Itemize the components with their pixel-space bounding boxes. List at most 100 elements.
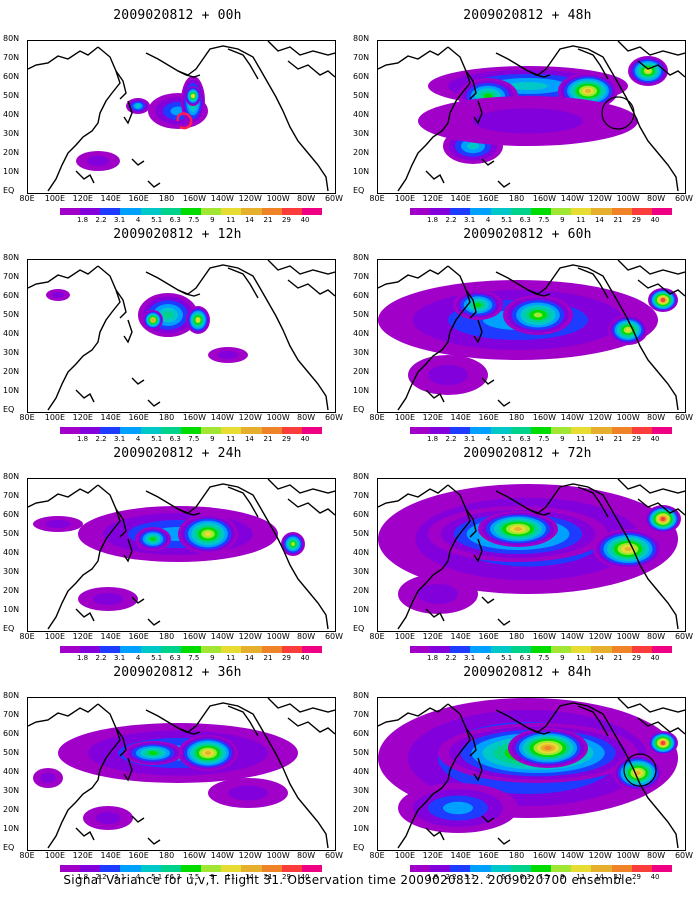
longitude-tick-label: 120E	[422, 413, 443, 422]
latitude-axis: 80N 70N 60N 50N 40N 30N 20N 10N EQ	[3, 253, 27, 417]
variance-map	[377, 697, 686, 851]
colorbar-swatch	[201, 865, 222, 872]
latitude-tick-label: 80N	[353, 472, 370, 481]
coastline	[123, 100, 133, 125]
target-circle	[623, 753, 657, 787]
colorbar-label: 5.1	[501, 435, 513, 443]
longitude-tick-label: 60W	[674, 413, 694, 422]
variance-shading	[378, 698, 678, 833]
colorbar-swatch	[470, 208, 492, 215]
colorbar: 1.8 2.2 3.1 4 5.1 6.3 7.5 9 11 14 21 29 40	[60, 865, 323, 882]
longitude-tick-label: 80W	[297, 413, 316, 422]
colorbar-label: 2.2	[95, 873, 107, 881]
longitude-tick-label: 80E	[19, 194, 35, 203]
colorbar-swatch	[651, 208, 673, 215]
latitude-tick-label: 70N	[3, 710, 20, 719]
longitude-tick-label: 120E	[72, 413, 93, 422]
longitude-tick-label: 160W	[182, 632, 207, 641]
coastline	[287, 717, 335, 735]
colorbar-swatch	[430, 427, 451, 434]
colorbar-label: 40	[650, 435, 660, 443]
longitude-tick-label: 160E	[478, 632, 499, 641]
colorbar-label: 2.2	[445, 435, 457, 443]
variance-contour	[93, 593, 123, 605]
variance-contour	[645, 69, 651, 73]
latitude-tick-label: 40N	[353, 767, 370, 776]
variance-contour	[228, 785, 268, 801]
coastline	[28, 484, 99, 508]
coastlines	[28, 41, 335, 192]
colorbar-label: 3.1	[464, 216, 476, 224]
longitude-tick-label: 100E	[44, 194, 66, 203]
coastline	[75, 389, 95, 403]
coastline	[75, 170, 95, 184]
colorbar: 1.8 2.2 3.1 4 5.1 6.3 7.5 9 11 14 21 29 40	[410, 646, 673, 663]
colorbar-swatch	[241, 646, 263, 653]
variance-contour	[544, 746, 552, 750]
longitude-tick-label: 160E	[128, 632, 149, 641]
coastline	[637, 279, 685, 297]
colorbar-label: 14	[244, 654, 254, 662]
coastline	[227, 486, 259, 518]
colorbar-label: 40	[300, 654, 310, 662]
latitude-tick-label: 20N	[353, 805, 370, 814]
latitude-tick-label: 60N	[353, 72, 370, 81]
longitude-tick-label: 80W	[297, 632, 316, 641]
longitude-tick-label: 140W	[210, 194, 234, 203]
variance-contour	[95, 812, 121, 824]
longitude-tick-label: 100W	[266, 413, 290, 422]
latitude-tick-label: 60N	[353, 510, 370, 519]
colorbar-swatch	[651, 427, 673, 434]
longitude-tick-label: 140W	[210, 413, 234, 422]
colorbar-swatch	[430, 646, 451, 653]
colorbar-label: 11	[576, 873, 586, 881]
variance-contour	[661, 298, 665, 302]
colorbar-label: 21	[613, 435, 623, 443]
colorbar-swatch	[60, 427, 81, 434]
coastline	[287, 279, 335, 297]
variance-contour	[291, 542, 295, 546]
longitude-tick-label: 160W	[182, 851, 207, 860]
colorbar-label: 7.5	[538, 654, 550, 662]
colorbar-label: 11	[576, 216, 586, 224]
variance-contour	[205, 751, 211, 755]
colorbar-label: 2.2	[445, 216, 457, 224]
latitude-tick-label: 80N	[3, 253, 20, 262]
colorbar-swatch	[201, 646, 222, 653]
colorbar-label: 11	[226, 873, 236, 881]
panel-title: 2009020812 + 84h	[463, 665, 592, 680]
coastline	[131, 596, 145, 604]
longitude-tick-label: 140W	[210, 851, 234, 860]
variance-map	[27, 697, 336, 851]
colorbar-swatch	[261, 427, 283, 434]
variance-contour	[483, 93, 493, 99]
colorbar-swatch	[611, 208, 633, 215]
variance-contour	[624, 547, 632, 551]
colorbar-label: 3.1	[464, 873, 476, 881]
latitude-tick-label: 70N	[353, 272, 370, 281]
colorbar-swatch	[100, 646, 121, 653]
colorbar-swatch	[180, 208, 202, 215]
colorbar-label: 6.3	[519, 654, 531, 662]
colorbar-label: 14	[594, 435, 604, 443]
latitude-axis: 80N 70N 60N 50N 40N 30N 20N 10N EQ	[353, 691, 377, 855]
colorbar-swatch	[591, 646, 613, 653]
map-svg	[28, 698, 335, 849]
longitude-tick-label: 60W	[674, 194, 694, 203]
colorbar-swatch	[430, 208, 451, 215]
colorbar-swatch	[631, 208, 653, 215]
colorbar-label: 9	[210, 654, 215, 662]
latitude-tick-label: 50N	[353, 529, 370, 538]
latitude-tick-label: 70N	[3, 53, 20, 62]
colorbar-swatch	[241, 865, 263, 872]
colorbar-label: 3.1	[114, 435, 126, 443]
latitude-tick-label: 30N	[3, 348, 20, 357]
longitude-tick-label: 80W	[297, 194, 316, 203]
colorbar-swatch	[160, 427, 182, 434]
longitude-axis: 80E 100E 120E 140E 160E 180 160W 140W 120W 100W 80…	[355, 632, 700, 642]
colorbar-label: 11	[226, 654, 236, 662]
coastline	[378, 484, 449, 508]
coastline	[527, 508, 551, 516]
longitude-tick-label: 60W	[324, 632, 344, 641]
colorbar-swatch	[490, 427, 512, 434]
